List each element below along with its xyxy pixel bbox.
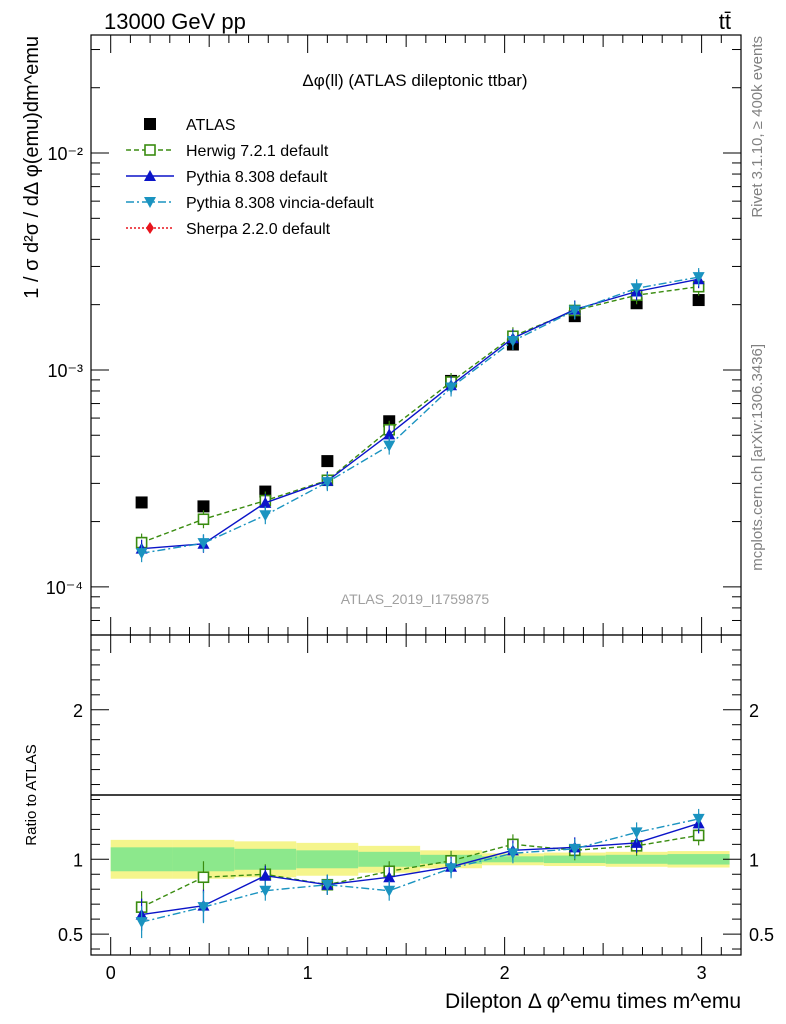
ratio-point bbox=[692, 813, 705, 825]
header-process-label: tt̄ bbox=[719, 9, 731, 34]
ratio-point bbox=[445, 863, 458, 875]
main-y-tick-label: 10⁻⁴ bbox=[46, 578, 83, 598]
ratio-panel: 0.5 0.5 1 1 2 2 0 1 2 3 Ratio to ATLAS Dilepton Δ… bbox=[23, 634, 774, 1013]
data-point bbox=[259, 510, 272, 522]
ratio-y-axis-label: Ratio to ATLAS bbox=[23, 744, 40, 845]
data-point bbox=[568, 305, 581, 317]
side-mcplots-label: mcplots.cern.ch [arXiv:1306.3436] bbox=[749, 344, 766, 571]
side-rivet-label: Rivet 3.1.10, ≥ 400k events bbox=[749, 36, 766, 218]
series-line bbox=[141, 278, 699, 550]
data-point bbox=[259, 496, 272, 508]
watermark-label: ATLAS_2019_I1759875 bbox=[341, 591, 490, 607]
ratio-y-tick-label-right: 0.5 bbox=[749, 925, 774, 945]
main-panel: 10⁻⁴ 10⁻³ 10⁻² Δφ(ll) (ATLAS dileptonic tt… bbox=[21, 34, 742, 636]
legend: ATLAS Herwig 7.2.1 default Pythia 8.308 de… bbox=[126, 117, 374, 238]
main-title: Δφ(ll) (ATLAS dileptonic ttbar) bbox=[302, 71, 527, 90]
ratio-point bbox=[135, 917, 148, 929]
ratio-line bbox=[141, 822, 699, 916]
uncertainty-band-inner bbox=[605, 854, 668, 864]
legend-entry: Pythia 8.308 default bbox=[126, 169, 328, 186]
data-point bbox=[197, 500, 210, 513]
data-point bbox=[445, 382, 458, 394]
legend-entry: Pythia 8.308 vincia-default bbox=[126, 195, 374, 212]
ratio-point bbox=[383, 885, 396, 897]
x-tick-label: 1 bbox=[303, 963, 313, 983]
x-tick-label: 3 bbox=[697, 963, 707, 983]
data-point bbox=[630, 283, 643, 295]
legend-marker bbox=[144, 170, 156, 181]
ratio-point bbox=[321, 879, 334, 891]
main-y-tick-label: 10⁻² bbox=[47, 144, 83, 164]
series-line bbox=[141, 286, 699, 544]
data-point bbox=[135, 548, 148, 560]
series-atlas bbox=[135, 294, 705, 513]
ratio-y-tick-label: 2 bbox=[73, 701, 83, 721]
legend-entry: Sherpa 2.2.0 default bbox=[126, 221, 331, 238]
data-point bbox=[135, 496, 148, 509]
uncertainty-band-inner bbox=[234, 848, 297, 870]
ratio-point bbox=[197, 902, 210, 914]
ratio-y-tick-label-right: 1 bbox=[749, 850, 759, 870]
series-line bbox=[141, 276, 699, 554]
series-pythia-8-308-vincia-default bbox=[135, 268, 705, 563]
ratio-point bbox=[506, 848, 519, 860]
uncertainty-band-inner bbox=[667, 854, 730, 865]
uncertainty-band-inner bbox=[296, 850, 359, 869]
ratio-frame bbox=[90, 634, 742, 956]
legend-marker bbox=[144, 144, 156, 156]
ratio-point bbox=[383, 871, 396, 883]
data-point bbox=[197, 513, 210, 526]
ratio-point bbox=[259, 869, 272, 881]
legend-marker bbox=[146, 222, 154, 234]
legend-entry: Herwig 7.2.1 default bbox=[126, 143, 329, 160]
data-point bbox=[383, 440, 396, 452]
legend-label: Sherpa 2.2.0 default bbox=[186, 221, 331, 238]
ratio-point bbox=[259, 885, 272, 897]
ratio-point bbox=[630, 827, 643, 839]
ratio-line bbox=[141, 834, 699, 908]
x-tick-label: 0 bbox=[106, 963, 116, 983]
ratio-point bbox=[197, 871, 210, 884]
legend-marker bbox=[144, 118, 156, 130]
data-point bbox=[692, 294, 705, 307]
uncertainty-band-inner bbox=[358, 851, 421, 867]
legend-label: Pythia 8.308 default bbox=[186, 169, 328, 186]
ratio-point bbox=[568, 843, 581, 855]
ratio-y-tick-label-right: 2 bbox=[749, 701, 759, 721]
ratio-y-tick-label: 0.5 bbox=[58, 925, 83, 945]
data-point bbox=[321, 455, 334, 468]
legend-label: Pythia 8.308 vincia-default bbox=[186, 195, 374, 212]
series-herwig-7-2-1-default bbox=[135, 277, 705, 552]
ratio-y-tick-label: 1 bbox=[73, 850, 83, 870]
data-point bbox=[692, 272, 705, 284]
uncertainty-band-inner bbox=[110, 847, 173, 872]
legend-entry: ATLAS bbox=[144, 117, 236, 134]
data-point bbox=[197, 538, 210, 550]
main-y-tick-label: 10⁻³ bbox=[47, 361, 83, 381]
main-y-axis-label: 1 / σ d²σ / dΔ φ(emu)dm^emu bbox=[21, 36, 43, 299]
data-point bbox=[383, 428, 396, 440]
legend-marker bbox=[144, 197, 156, 208]
ratio-line bbox=[141, 818, 699, 923]
x-tick-label: 2 bbox=[500, 963, 510, 983]
legend-label: ATLAS bbox=[186, 117, 236, 134]
header-energy-label: 13000 GeV pp bbox=[104, 9, 246, 34]
ratio-series-pythia-8-308-vincia-default bbox=[135, 808, 705, 939]
x-axis-label: Dilepton Δ φ^emu times m^emu bbox=[445, 990, 741, 1013]
uncertainty-band-inner bbox=[172, 847, 235, 872]
data-point bbox=[506, 335, 519, 347]
data-point bbox=[321, 477, 334, 489]
legend-label: Herwig 7.2.1 default bbox=[186, 143, 329, 160]
